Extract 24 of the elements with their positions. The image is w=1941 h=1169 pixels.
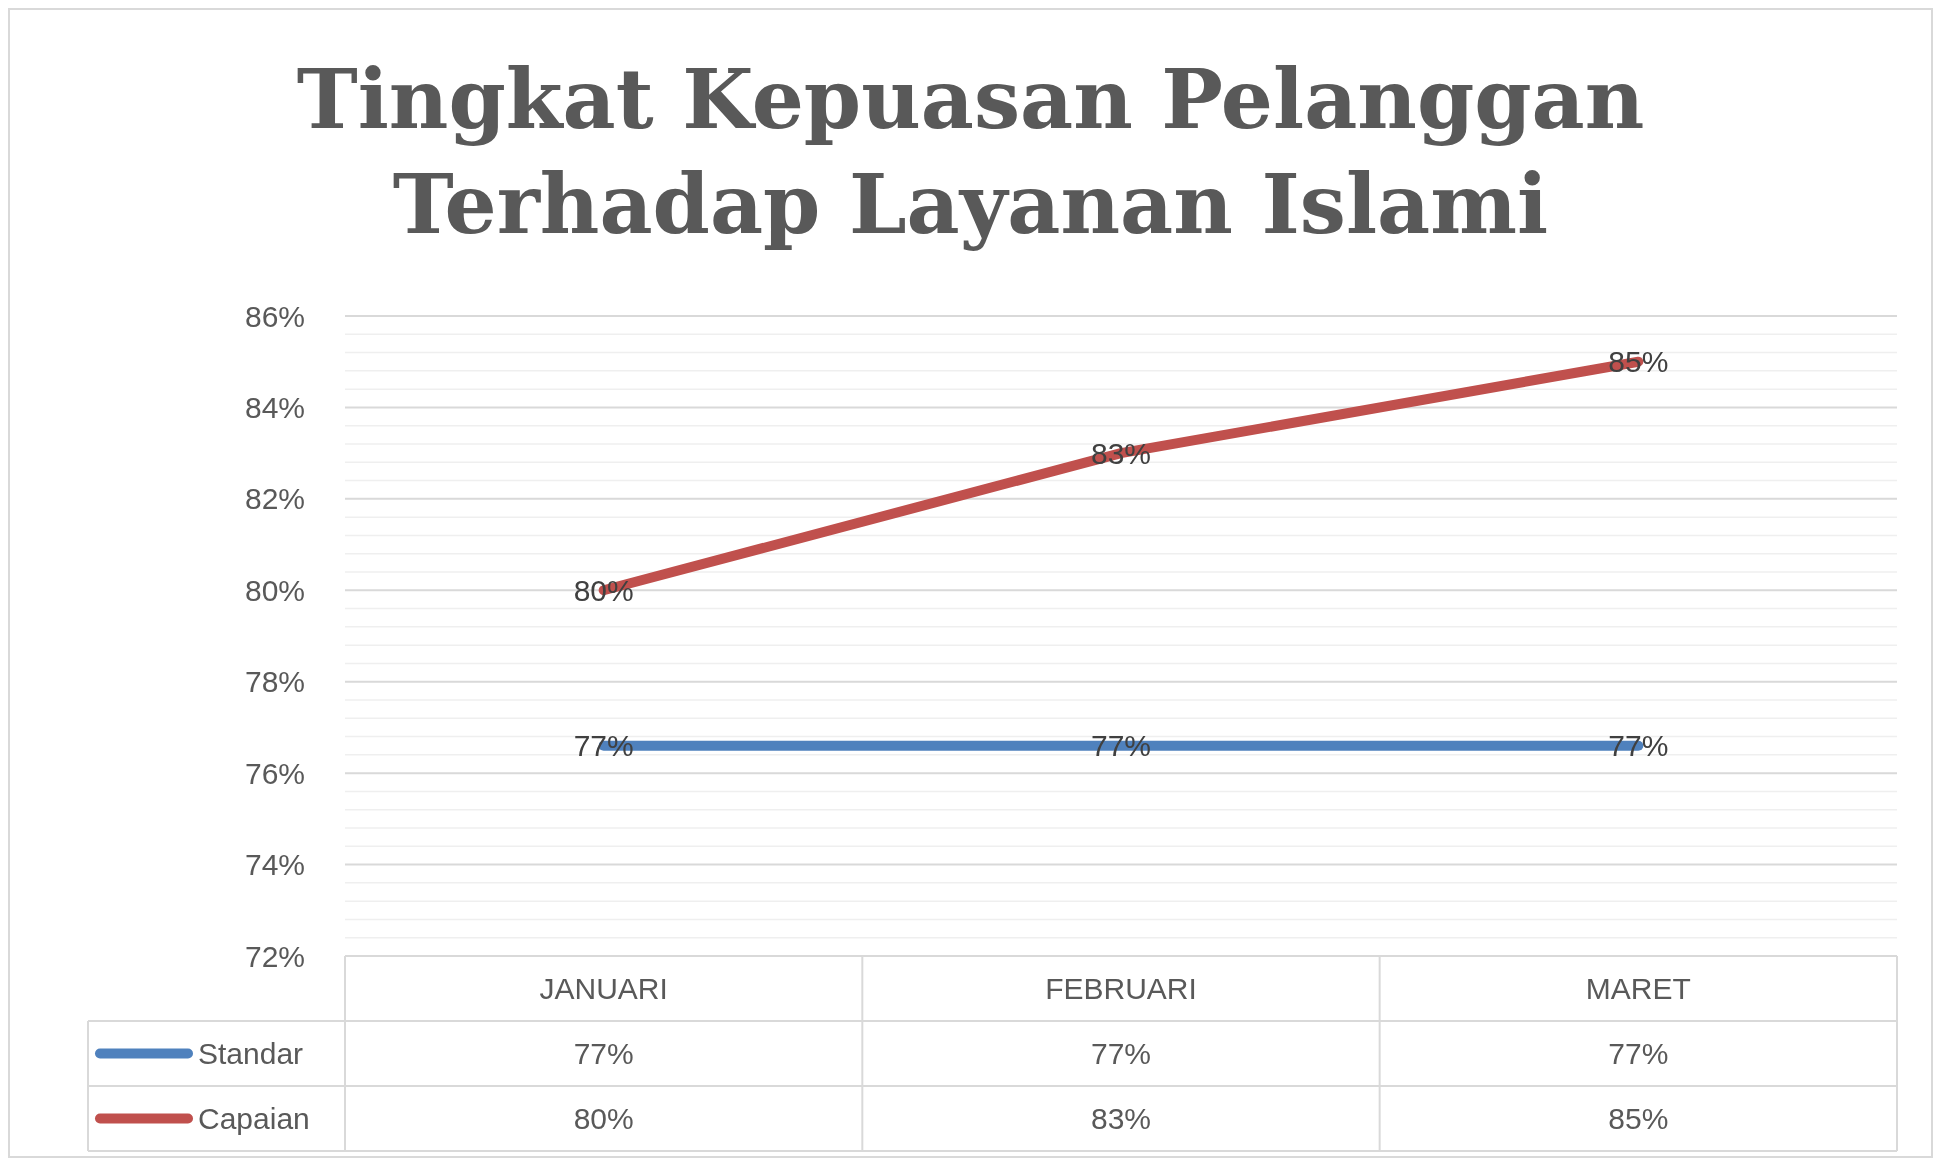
text: 77% [573,729,634,763]
y-tick-label: 84% [244,390,305,424]
legend-label: Standar [198,1037,304,1070]
y-tick-label: 82% [244,482,305,516]
data-label: 85% [1608,1102,1669,1135]
y-tick-label: 80% [244,573,305,607]
text: 80% [573,573,634,607]
x-tick-label: MARET [1585,972,1691,1005]
data-label: 77% [573,1037,634,1070]
data-label: 77% [1608,1037,1669,1070]
y-tick-label: 72% [244,939,305,973]
x-tick-label: JANUARI [539,972,668,1005]
y-tick-label: 76% [244,756,305,790]
data-label: 77% [1090,1037,1152,1070]
data-label: 80% [573,1102,634,1135]
text: 77% [1608,729,1669,763]
x-tick-label: FEBRUARI [1045,972,1197,1005]
text: 85% [1608,345,1669,379]
y-tick-label: 86% [244,299,305,333]
chart-title: Tingkat Kepuasan Pelanggan Terhadap Layanan Islami [296,51,1645,252]
legend-label: Capaian [198,1102,310,1135]
y-tick-label: 78% [244,665,305,699]
data-label: 83% [1090,1102,1152,1135]
y-tick-label: 74% [244,848,305,882]
